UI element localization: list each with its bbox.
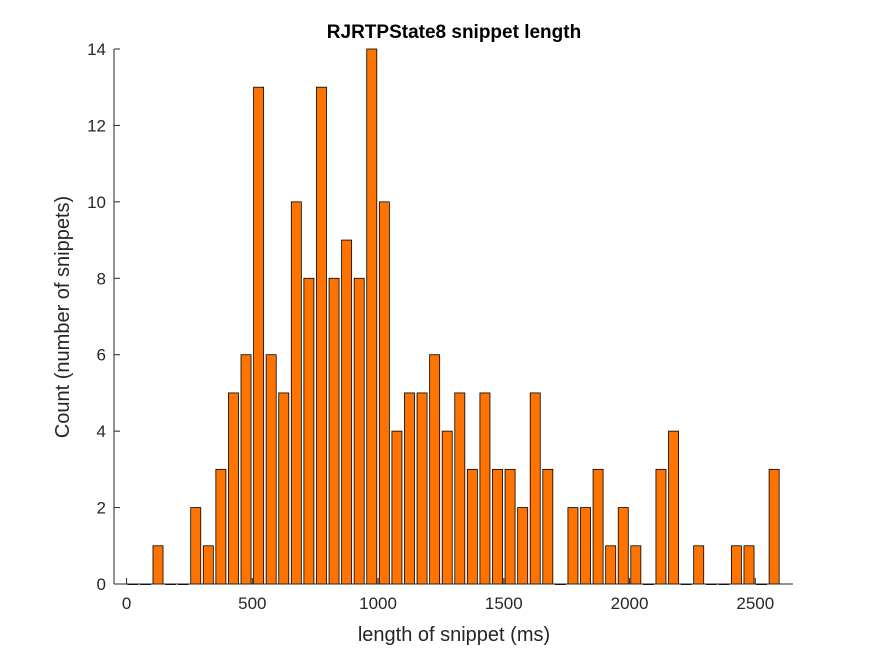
histogram-bar — [730, 545, 742, 585]
axes-group — [113, 49, 793, 585]
x-tick-label: 0 — [122, 594, 131, 613]
histogram-bar — [316, 86, 327, 585]
histogram-bar — [466, 468, 478, 585]
y-tick-label: 8 — [97, 269, 106, 288]
histogram-bar — [328, 277, 340, 585]
x-tick-label: 1500 — [485, 594, 523, 613]
histogram-bar — [617, 507, 629, 585]
y-tick-label: 0 — [97, 575, 106, 594]
histogram-bar — [278, 392, 290, 585]
histogram-bar — [253, 86, 265, 585]
y-tick-label: 6 — [97, 346, 106, 365]
histogram-bar — [190, 507, 202, 585]
x-ticks-group: 0 500 1000 1500 2000 2500 — [122, 578, 774, 613]
x-axis-label: length of snippet (ms) — [358, 624, 550, 646]
histogram-bar — [215, 468, 227, 585]
y-ticks-group: 0 2 4 6 8 10 12 14 — [87, 40, 120, 594]
histogram-bar — [290, 201, 302, 585]
histogram-bar — [529, 392, 541, 585]
histogram-bar — [517, 507, 529, 585]
histogram-bar — [743, 545, 755, 585]
histogram-bar — [580, 507, 591, 585]
y-axis-label: Count (number of snippets) — [52, 196, 74, 438]
chart-title: RJRTPState8 snippet length — [327, 22, 581, 43]
histogram-bar — [492, 468, 503, 585]
histogram-bar — [441, 430, 453, 585]
histogram-bar — [391, 430, 403, 585]
histogram-bar — [768, 468, 780, 585]
histogram-bar — [454, 392, 466, 585]
histogram-bar — [378, 201, 390, 585]
x-tick-label: 500 — [238, 594, 266, 613]
histogram-bar — [542, 468, 554, 585]
histogram-bar — [202, 545, 214, 585]
y-tick-label: 2 — [97, 499, 106, 518]
histogram-bar — [265, 354, 277, 585]
histogram-bar — [693, 545, 705, 585]
histogram-bar — [228, 392, 239, 585]
histogram-bar — [630, 545, 642, 585]
x-tick-label: 2000 — [611, 594, 649, 613]
histogram-bar — [416, 392, 428, 585]
histogram-bar — [605, 545, 617, 585]
histogram-bar — [668, 430, 679, 585]
histogram-bar — [240, 354, 252, 585]
histogram-bar — [303, 277, 315, 585]
y-tick-label: 14 — [87, 40, 106, 59]
histogram-bar — [353, 277, 365, 585]
x-tick-label: 1000 — [359, 594, 397, 613]
histogram-bar — [592, 468, 604, 585]
histogram-bar — [366, 48, 378, 585]
histogram-bar — [655, 468, 667, 585]
histogram-bar — [404, 392, 415, 585]
y-tick-label: 10 — [87, 193, 106, 212]
histogram-bar — [504, 468, 516, 585]
histogram-bar — [429, 354, 441, 585]
histogram-bar — [341, 239, 353, 585]
y-tick-label: 12 — [87, 116, 106, 135]
y-tick-label: 4 — [97, 422, 106, 441]
x-tick-label: 2500 — [736, 594, 774, 613]
histogram-bar — [479, 392, 491, 585]
histogram-bar — [567, 507, 579, 585]
histogram-bar — [152, 545, 164, 585]
bars-group — [127, 48, 780, 586]
